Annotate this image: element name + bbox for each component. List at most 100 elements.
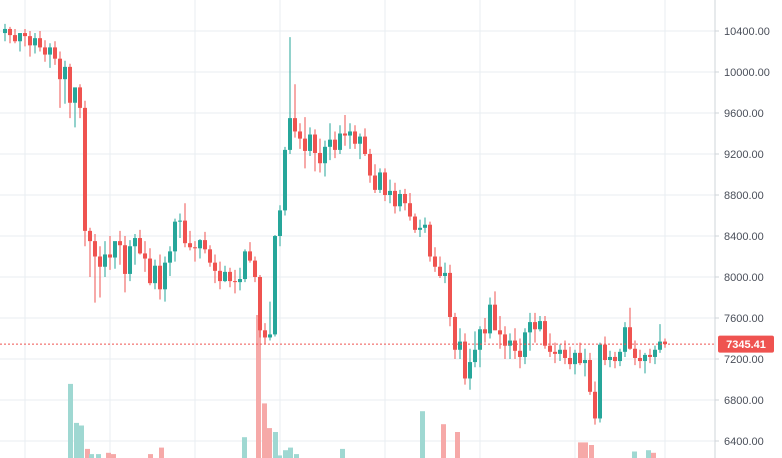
volume-bar: [340, 448, 345, 458]
candle: [98, 246, 102, 298]
candle-body: [478, 329, 482, 350]
volume-bar: [277, 455, 282, 458]
y-tick-label: 8400.00: [724, 231, 764, 243]
candle-body: [583, 360, 587, 364]
candle-body: [428, 224, 432, 257]
candle: [413, 213, 417, 233]
candle-body: [298, 131, 302, 139]
candle: [508, 333, 512, 359]
candle: [393, 182, 397, 214]
candle-body: [588, 360, 592, 392]
candle: [498, 315, 502, 349]
candle: [603, 336, 607, 366]
candle: [198, 239, 202, 259]
grid-layer: [0, 0, 715, 458]
candle: [493, 291, 497, 331]
volume-bar: [441, 424, 446, 458]
volume-bar: [74, 422, 79, 458]
candle-body: [53, 47, 57, 59]
candle-body: [273, 236, 277, 335]
candle-body: [413, 216, 417, 230]
candle: [193, 241, 197, 262]
candle: [363, 128, 367, 157]
candle: [418, 219, 422, 238]
candle-body: [88, 230, 92, 242]
candle-body: [543, 321, 547, 346]
candle: [613, 351, 617, 369]
candle: [188, 230, 192, 251]
candle-body: [373, 175, 377, 190]
candle: [438, 256, 442, 279]
candle-body: [503, 334, 507, 346]
candle-body: [613, 356, 617, 362]
price-axis[interactable]: 10400.00 10000.00 9600.00 9200.00 8800.00 840…: [715, 26, 770, 448]
candle: [483, 318, 487, 343]
candle-layer: [3, 23, 667, 425]
candle-body: [68, 66, 72, 103]
candle-body: [398, 193, 402, 207]
candle: [148, 248, 152, 286]
candle: [408, 192, 412, 221]
candle-body: [258, 277, 262, 331]
candle: [53, 41, 57, 65]
candle-body: [573, 352, 577, 365]
candle: [28, 31, 32, 57]
candle: [398, 189, 402, 212]
candle: [338, 125, 342, 154]
candle: [8, 26, 12, 44]
candle: [423, 217, 427, 233]
candle-body: [568, 357, 572, 365]
candle: [308, 127, 312, 157]
candle-body: [208, 249, 212, 263]
candle-body: [463, 341, 467, 379]
candle-body: [218, 270, 222, 282]
candle-body: [468, 362, 472, 379]
volume-bar: [111, 454, 116, 458]
candle-body: [318, 152, 322, 164]
candle: [368, 148, 372, 183]
candle-body: [513, 340, 517, 351]
candle-body: [193, 247, 197, 249]
last-price-label: 7345.41: [726, 339, 766, 351]
candle-body: [143, 253, 147, 259]
candle-body: [43, 47, 47, 55]
y-tick-label: 10400.00: [724, 26, 770, 38]
candle-body: [8, 28, 12, 36]
candle: [383, 168, 387, 202]
candle-body: [353, 131, 357, 144]
volume-bar: [106, 452, 111, 458]
candle: [23, 28, 27, 47]
candle: [403, 188, 407, 211]
candle: [618, 348, 622, 367]
candle: [283, 146, 287, 216]
candle-body: [633, 348, 637, 358]
candle: [333, 131, 337, 159]
candle: [43, 40, 47, 62]
volume-bar: [242, 437, 247, 458]
candle: [258, 274, 262, 338]
candle: [568, 346, 572, 370]
candle: [548, 333, 552, 357]
candle-body: [253, 260, 257, 277]
candle-body: [243, 251, 247, 280]
candle-body: [223, 271, 227, 282]
candle: [83, 100, 87, 247]
candle-body: [38, 38, 42, 48]
candle-body: [378, 172, 382, 190]
candle-body: [658, 341, 662, 350]
candle-body: [183, 220, 187, 244]
candle-body: [283, 149, 287, 211]
candle: [223, 265, 227, 283]
candle-body: [518, 350, 522, 357]
candle: [73, 87, 77, 128]
y-tick-label: 10000.00: [724, 67, 770, 79]
candle-body: [653, 349, 657, 357]
candle: [513, 328, 517, 359]
candle-body: [578, 352, 582, 364]
candle: [263, 323, 267, 345]
y-tick-label: 9600.00: [724, 108, 764, 120]
candle: [33, 33, 37, 54]
volume-bar: [85, 448, 90, 458]
candle: [168, 246, 172, 276]
